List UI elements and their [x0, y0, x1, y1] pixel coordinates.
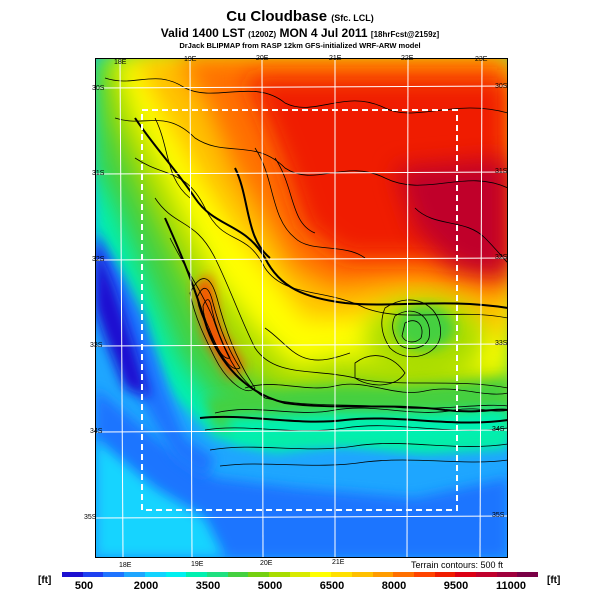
- valid-time: Valid 1400 LST: [160, 26, 245, 40]
- lon-label-top: 22E: [401, 55, 414, 62]
- major-terrain-contours: [134, 117, 508, 424]
- lat-label-left: 35S: [84, 514, 97, 521]
- colorbar-swatch: [517, 572, 539, 577]
- lat-label-right: 35S: [492, 512, 505, 519]
- colorbar-tick-label: 11000: [496, 580, 526, 592]
- colorbar-swatch: [289, 572, 311, 577]
- colorbar-swatch: [186, 572, 207, 577]
- colorbar-swatch: [248, 572, 270, 577]
- lat-label-left: 33S: [90, 342, 103, 349]
- model-credit: DrJack BLIPMAP from RASP 12km GFS-initia…: [179, 41, 421, 50]
- valid-time-line: Valid 1400 LST (1200Z) MON 4 Jul 2011 [1…: [0, 26, 600, 40]
- lon-label-bottom: 19E: [191, 561, 204, 568]
- cloudbase-field: [95, 58, 508, 558]
- colorbar-tick-label: 9500: [443, 580, 469, 592]
- lat-label-left: 32S: [92, 256, 105, 263]
- lat-label-right: 31S: [495, 168, 508, 175]
- title-text: Cu Cloudbase: [226, 8, 328, 25]
- colorbar-swatch: [434, 572, 456, 577]
- forecast-tag: [18hrFcst@2159z]: [370, 30, 440, 39]
- colorbar-tick-label: 5000: [257, 580, 283, 592]
- lat-label-right: 34S: [492, 426, 505, 433]
- colorbar-swatch: [476, 572, 497, 577]
- colorbar-swatch: [310, 572, 332, 577]
- title-suffix: (Sfc. LCL): [331, 13, 374, 23]
- lat-label-right: 30S: [495, 83, 508, 90]
- valid-utc-code: (1200Z): [248, 30, 277, 39]
- lon-label-top: 18E: [114, 59, 127, 66]
- colorbar-swatch: [165, 572, 187, 577]
- colorbar-tick-label: 6500: [319, 580, 345, 592]
- colorbar-swatch: [269, 572, 290, 577]
- valid-date: MON 4 Jul 2011: [279, 26, 368, 40]
- colorbar-tick-label: 2000: [133, 580, 159, 592]
- colorbar-swatch: [103, 572, 125, 577]
- terrain-contours: [104, 77, 508, 467]
- terrain-contour-note: Terrain contours: 500 ft: [410, 560, 503, 570]
- inner-domain-box: [141, 109, 458, 511]
- colorbar-tick-label: 500: [74, 580, 94, 592]
- map-canvas: [95, 58, 508, 558]
- colorbar-tick-label: 8000: [381, 580, 407, 592]
- lon-label-top: 19E: [184, 56, 197, 63]
- lon-label-top: 20E: [256, 55, 269, 62]
- lon-label-bottom: 20E: [260, 560, 273, 567]
- lon-label-top: 21E: [329, 55, 342, 62]
- colorbar-swatch: [455, 572, 477, 577]
- colorbar-tick-label: 3500: [195, 580, 221, 592]
- lon-label-bottom: 21E: [332, 559, 345, 566]
- colorbar-swatch: [124, 572, 145, 577]
- lat-label-left: 34S: [90, 428, 103, 435]
- lat-label-left: 30S: [92, 85, 105, 92]
- lat-label-right: 33S: [495, 340, 508, 347]
- colorbar-swatch: [496, 572, 518, 577]
- colorbar-swatch: [372, 572, 394, 577]
- lon-label-bottom: 18E: [119, 562, 132, 569]
- colorbar-swatch: [144, 572, 166, 577]
- colorbar-unit-left: [ft]: [38, 575, 52, 586]
- colorbar-swatch: [393, 572, 414, 577]
- lat-lon-grid: [95, 58, 508, 558]
- colorbar: [62, 572, 539, 577]
- lon-label-top: 23E: [475, 56, 488, 63]
- colorbar-unit-right: [ft]: [547, 575, 561, 586]
- colorbar-swatch: [351, 572, 373, 577]
- forecast-map: 18E 19E 20E 21E 22E 23E 18E 19E 20E 21E …: [84, 55, 508, 569]
- colorbar-swatch: [82, 572, 104, 577]
- lat-label-right: 32S: [495, 254, 508, 261]
- colorbar-swatch: [62, 572, 83, 577]
- colorbar-swatch: [331, 572, 352, 577]
- chart-title: Cu Cloudbase (Sfc. LCL): [0, 8, 600, 25]
- colorbar-swatch: [227, 572, 249, 577]
- colorbar-swatch: [206, 572, 228, 577]
- colorbar-swatch: [413, 572, 435, 577]
- map-frame: [95, 58, 508, 558]
- lat-label-left: 31S: [92, 170, 105, 177]
